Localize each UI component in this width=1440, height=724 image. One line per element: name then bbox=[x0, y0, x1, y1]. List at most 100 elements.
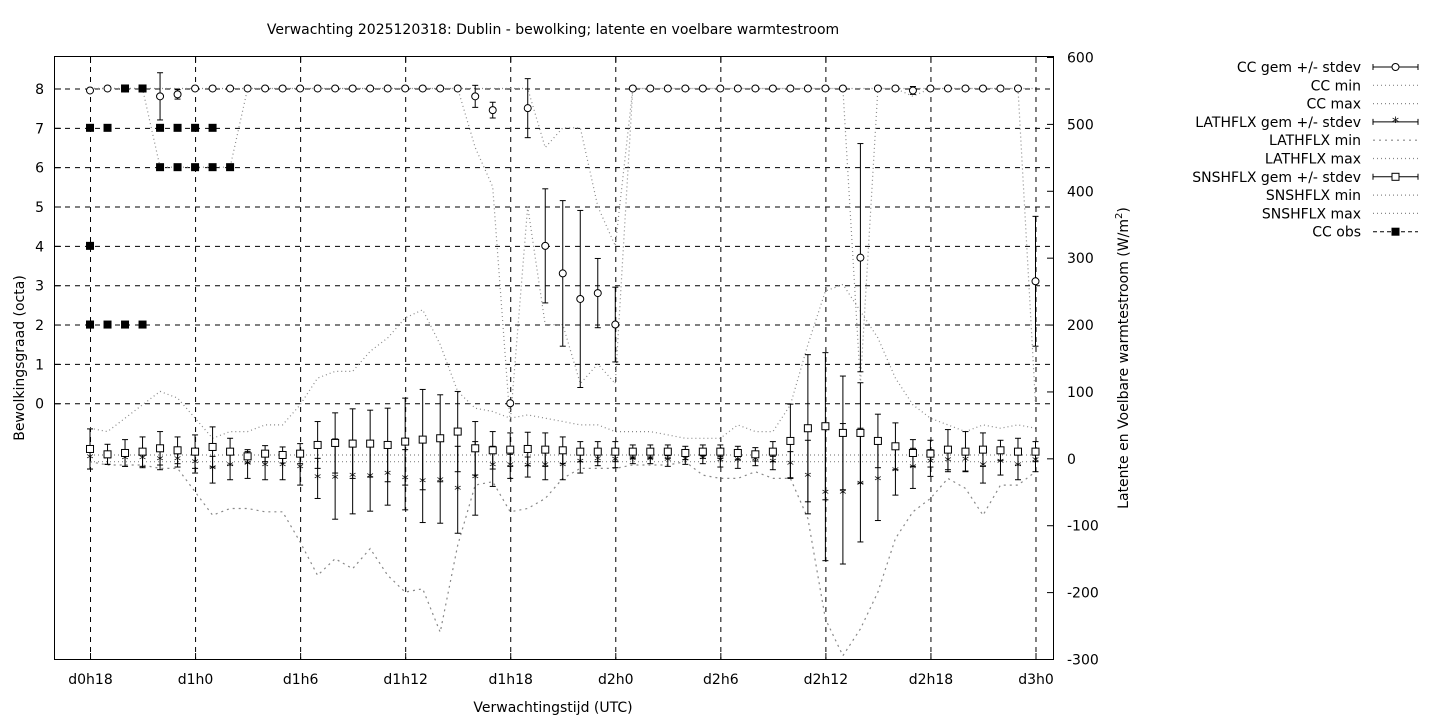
y2-tick-label: -300 bbox=[1067, 653, 1099, 669]
y2-tick-label: 0 bbox=[1067, 452, 1076, 468]
data-point bbox=[261, 449, 270, 458]
data-point bbox=[716, 447, 725, 456]
data-point bbox=[961, 447, 970, 456]
data-point bbox=[978, 445, 987, 454]
data-point bbox=[243, 84, 252, 93]
legend-label: CC obs bbox=[1312, 225, 1361, 241]
data-point: * bbox=[647, 453, 654, 469]
data-point bbox=[558, 269, 567, 278]
data-point bbox=[961, 84, 970, 93]
data-point bbox=[296, 449, 305, 458]
data-point bbox=[576, 447, 585, 456]
data-point bbox=[628, 447, 637, 456]
data-point bbox=[593, 447, 602, 456]
data-point bbox=[471, 444, 480, 453]
data-point bbox=[173, 163, 182, 172]
x-tick-label: d2h18 bbox=[909, 672, 953, 688]
data-point: * bbox=[1014, 459, 1021, 475]
data-point bbox=[103, 123, 112, 132]
data-point: * bbox=[682, 453, 689, 469]
data-point bbox=[243, 452, 252, 461]
y2-tick-label: 300 bbox=[1067, 251, 1094, 267]
data-point bbox=[366, 84, 375, 93]
data-point bbox=[208, 442, 217, 451]
data-point: * bbox=[769, 456, 776, 472]
x-tick-label: d2h0 bbox=[598, 672, 634, 688]
data-point bbox=[943, 84, 952, 93]
data-point bbox=[856, 428, 865, 437]
data-point bbox=[383, 84, 392, 93]
data-point bbox=[488, 106, 497, 115]
data-point: * bbox=[542, 459, 549, 475]
data-point bbox=[786, 436, 795, 445]
data-point bbox=[768, 84, 777, 93]
y2-tick-label: -100 bbox=[1067, 519, 1099, 535]
data-point bbox=[628, 84, 637, 93]
data-point bbox=[663, 447, 672, 456]
data-point bbox=[663, 84, 672, 93]
data-point bbox=[768, 447, 777, 456]
data-point: * bbox=[314, 471, 321, 487]
data-point bbox=[401, 437, 410, 446]
legend-label: CC min bbox=[1311, 78, 1361, 94]
data-point bbox=[436, 434, 445, 443]
data-point bbox=[226, 84, 235, 93]
data-point bbox=[908, 448, 917, 457]
data-point bbox=[156, 92, 165, 101]
data-point bbox=[86, 320, 95, 329]
y-tick-label: 5 bbox=[35, 200, 44, 216]
data-point: * bbox=[209, 463, 216, 479]
data-point bbox=[208, 163, 217, 172]
data-point: * bbox=[857, 478, 864, 494]
data-point bbox=[348, 84, 357, 93]
data-point bbox=[698, 447, 707, 456]
data-point bbox=[296, 84, 305, 93]
y-tick-label: 1 bbox=[35, 357, 44, 373]
data-point: * bbox=[437, 475, 444, 491]
data-point bbox=[86, 86, 95, 95]
data-point: * bbox=[227, 459, 234, 475]
data-point: * bbox=[454, 483, 461, 499]
data-point bbox=[523, 444, 532, 453]
data-point: * bbox=[367, 471, 374, 487]
data-point bbox=[681, 84, 690, 93]
data-point: * bbox=[734, 455, 741, 471]
data-point: * bbox=[297, 461, 304, 477]
y-tick-label: 4 bbox=[35, 239, 44, 255]
y-tick-label: 6 bbox=[35, 161, 44, 177]
data-point bbox=[86, 241, 95, 250]
y-tick-label: 0 bbox=[35, 397, 44, 413]
y-tick-label: 3 bbox=[35, 279, 44, 295]
data-point bbox=[401, 84, 410, 93]
y-axis-label: Bewolkingsgraad (octa) bbox=[12, 275, 28, 441]
data-point bbox=[926, 449, 935, 458]
data-point bbox=[121, 84, 130, 93]
data-point bbox=[331, 84, 340, 93]
data-point bbox=[103, 320, 112, 329]
data-point bbox=[838, 84, 847, 93]
data-point bbox=[1013, 447, 1022, 456]
data-point bbox=[86, 123, 95, 132]
data-point bbox=[226, 163, 235, 172]
series-line bbox=[89, 283, 1036, 440]
data-point: * bbox=[244, 458, 251, 474]
data-point: * bbox=[699, 453, 706, 469]
y2-axis-label-end: ) bbox=[1116, 207, 1132, 212]
data-point: * bbox=[1032, 455, 1039, 471]
data-point bbox=[698, 84, 707, 93]
data-point: * bbox=[629, 453, 636, 469]
data-point bbox=[838, 428, 847, 437]
data-point bbox=[278, 84, 287, 93]
data-point bbox=[541, 445, 550, 454]
y2-tick-label: 100 bbox=[1067, 385, 1094, 401]
x-tick-label: d1h18 bbox=[488, 672, 532, 688]
legend-label: SNSHFLX min bbox=[1266, 188, 1361, 204]
data-point bbox=[191, 123, 200, 132]
data-point bbox=[191, 84, 200, 93]
data-point bbox=[908, 86, 917, 95]
data-point bbox=[156, 163, 165, 172]
data-point bbox=[121, 320, 130, 329]
y2-tick-label: 500 bbox=[1067, 117, 1094, 133]
legend-label: SNSHFLX max bbox=[1262, 206, 1361, 222]
data-point bbox=[646, 84, 655, 93]
